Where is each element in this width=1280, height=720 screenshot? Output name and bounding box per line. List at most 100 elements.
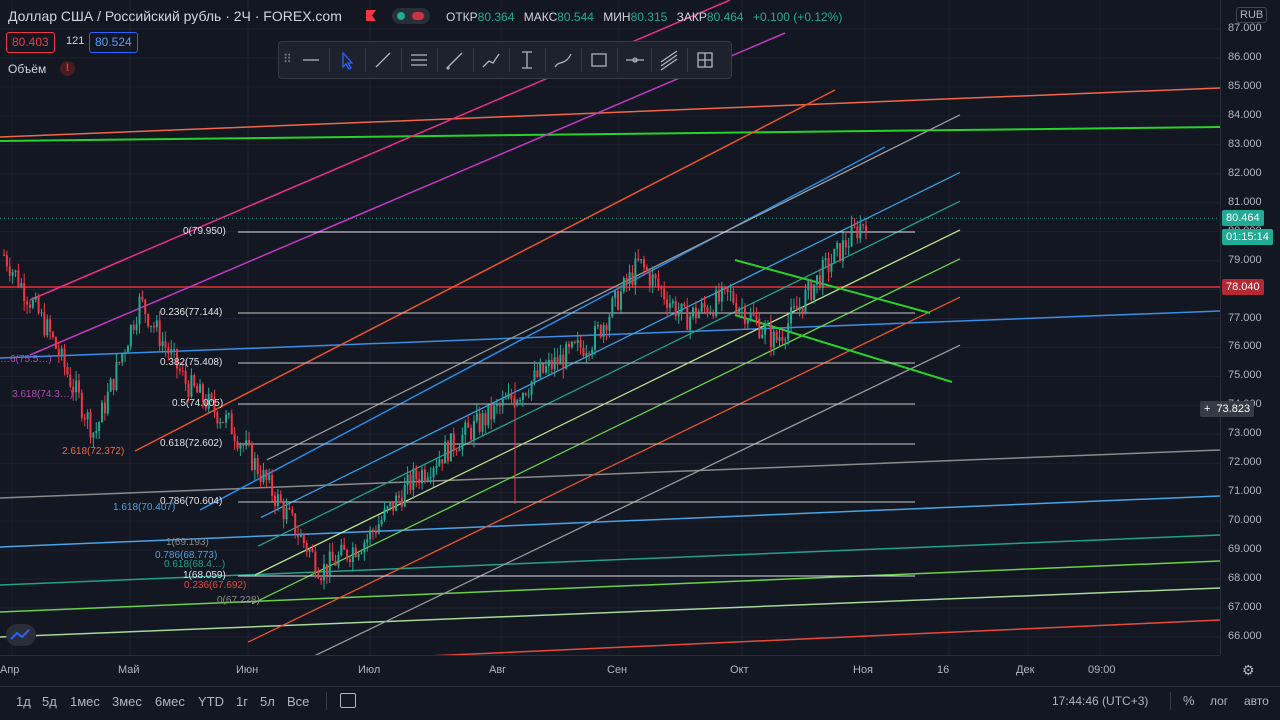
candle-body bbox=[279, 494, 282, 503]
clock-timezone[interactable]: 17:44:46 (UTC+3) bbox=[1052, 694, 1149, 708]
candle-body bbox=[844, 240, 847, 248]
candle-body bbox=[668, 303, 671, 308]
cursor-arrow-icon[interactable] bbox=[333, 46, 361, 74]
percent-scale-toggle[interactable]: % bbox=[1183, 693, 1195, 708]
trend-line-icon[interactable] bbox=[369, 46, 397, 74]
alert-icon[interactable]: ! bbox=[60, 61, 75, 76]
candle-body bbox=[729, 291, 732, 293]
candle-body bbox=[565, 343, 568, 369]
range-button[interactable]: 1д bbox=[16, 694, 31, 709]
range-button[interactable]: 1г bbox=[236, 694, 248, 709]
candle-body bbox=[472, 420, 475, 440]
range-button[interactable]: 6мес bbox=[155, 694, 185, 709]
candle-body bbox=[383, 508, 386, 520]
candle-body bbox=[216, 412, 219, 424]
candle-body bbox=[250, 443, 253, 471]
candle-body bbox=[178, 368, 181, 371]
candle-body bbox=[755, 315, 758, 320]
range-button[interactable]: YTD bbox=[198, 694, 224, 709]
candle-body bbox=[126, 346, 129, 353]
time-axis[interactable] bbox=[0, 655, 1220, 686]
candle-body bbox=[715, 290, 718, 317]
trend-line bbox=[134, 89, 836, 452]
fib-extension-label: 1.618(70.407) bbox=[113, 502, 176, 513]
price-tick-label: 72.000 bbox=[1228, 456, 1262, 469]
candle-body bbox=[170, 349, 173, 354]
candle-body bbox=[700, 302, 703, 312]
range-button[interactable]: 5л bbox=[260, 694, 275, 709]
divider bbox=[326, 692, 327, 710]
flag-icon[interactable] bbox=[366, 10, 376, 21]
symbol-title[interactable]: Доллар США / Российский рубль · 2Ч · FOR… bbox=[8, 8, 342, 24]
crosshair-grid-icon[interactable] bbox=[691, 46, 719, 74]
range-button[interactable]: 1мес bbox=[70, 694, 100, 709]
buy-price-button[interactable]: 80.524 bbox=[89, 32, 138, 53]
toolbar-separator bbox=[617, 48, 618, 72]
horizontal-segment-icon[interactable] bbox=[621, 46, 649, 74]
candle-body bbox=[374, 531, 377, 534]
text-align-icon[interactable] bbox=[405, 46, 433, 74]
text-cursor-icon[interactable] bbox=[513, 46, 541, 74]
candle-body bbox=[397, 495, 400, 498]
sell-price-button[interactable]: 80.403 bbox=[6, 32, 55, 53]
horizontal-line-icon[interactable] bbox=[297, 46, 325, 74]
candle-body bbox=[129, 325, 132, 347]
price-tick-label: 71.000 bbox=[1228, 485, 1262, 498]
candle-body bbox=[536, 370, 539, 377]
ray-icon[interactable] bbox=[441, 46, 469, 74]
candle-body bbox=[276, 494, 279, 506]
trend-line bbox=[29, 32, 786, 356]
candle-body bbox=[516, 400, 519, 406]
rectangle-icon[interactable] bbox=[585, 46, 613, 74]
polyline-icon[interactable] bbox=[477, 46, 505, 74]
candle-body bbox=[692, 307, 695, 317]
candle-body bbox=[856, 226, 859, 239]
candle-body bbox=[775, 331, 778, 341]
candle-body bbox=[118, 361, 121, 363]
candle-body bbox=[80, 392, 83, 418]
range-button[interactable]: 5д bbox=[42, 694, 57, 709]
spread-value: 121 bbox=[66, 35, 85, 47]
parallel-channel-icon[interactable] bbox=[655, 46, 683, 74]
fib-extension-label: 0(67.228) bbox=[217, 595, 260, 606]
candle-body bbox=[455, 450, 458, 452]
candle-body bbox=[421, 469, 424, 484]
tradingview-logo-icon[interactable] bbox=[6, 624, 36, 646]
trend-line bbox=[0, 126, 1220, 142]
price-axis[interactable] bbox=[1220, 0, 1280, 655]
candle-body bbox=[475, 413, 478, 421]
candle-body bbox=[346, 549, 349, 560]
market-status-toggle[interactable] bbox=[392, 8, 430, 24]
gear-icon[interactable]: ⚙ bbox=[1242, 662, 1255, 678]
candle-body bbox=[395, 495, 398, 511]
candle-body bbox=[602, 325, 605, 337]
log-scale-toggle[interactable]: лог bbox=[1210, 694, 1229, 708]
candle-body bbox=[426, 477, 429, 481]
candle-body bbox=[446, 441, 449, 462]
time-tick-label: Ноя bbox=[853, 664, 874, 676]
candle-body bbox=[331, 551, 334, 561]
calendar-icon[interactable] bbox=[340, 693, 356, 708]
volume-indicator-label[interactable]: Объём bbox=[8, 62, 47, 76]
price-tick-label: 67.000 bbox=[1228, 601, 1262, 613]
candle-body bbox=[144, 299, 147, 315]
trend-line bbox=[199, 146, 886, 511]
candle-body bbox=[66, 366, 69, 375]
price-tick-label: 70.000 bbox=[1228, 514, 1262, 527]
candle-body bbox=[63, 348, 66, 367]
plus-icon[interactable]: + bbox=[1204, 403, 1211, 415]
candle-body bbox=[294, 513, 297, 535]
range-button[interactable]: Все bbox=[287, 694, 310, 709]
drag-handle-icon[interactable]: ⠿ bbox=[283, 52, 293, 66]
candle-body bbox=[769, 324, 772, 348]
price-chart[interactable] bbox=[0, 0, 1220, 655]
candle-body bbox=[386, 506, 389, 509]
range-button[interactable]: 3мес bbox=[112, 694, 142, 709]
divider bbox=[1170, 692, 1171, 710]
candle-body bbox=[415, 469, 418, 480]
brush-icon[interactable] bbox=[549, 46, 577, 74]
candle-body bbox=[570, 341, 573, 348]
toolbar-separator bbox=[329, 48, 330, 72]
currency-label[interactable]: RUB bbox=[1236, 7, 1268, 23]
auto-scale-toggle[interactable]: авто bbox=[1244, 694, 1269, 708]
